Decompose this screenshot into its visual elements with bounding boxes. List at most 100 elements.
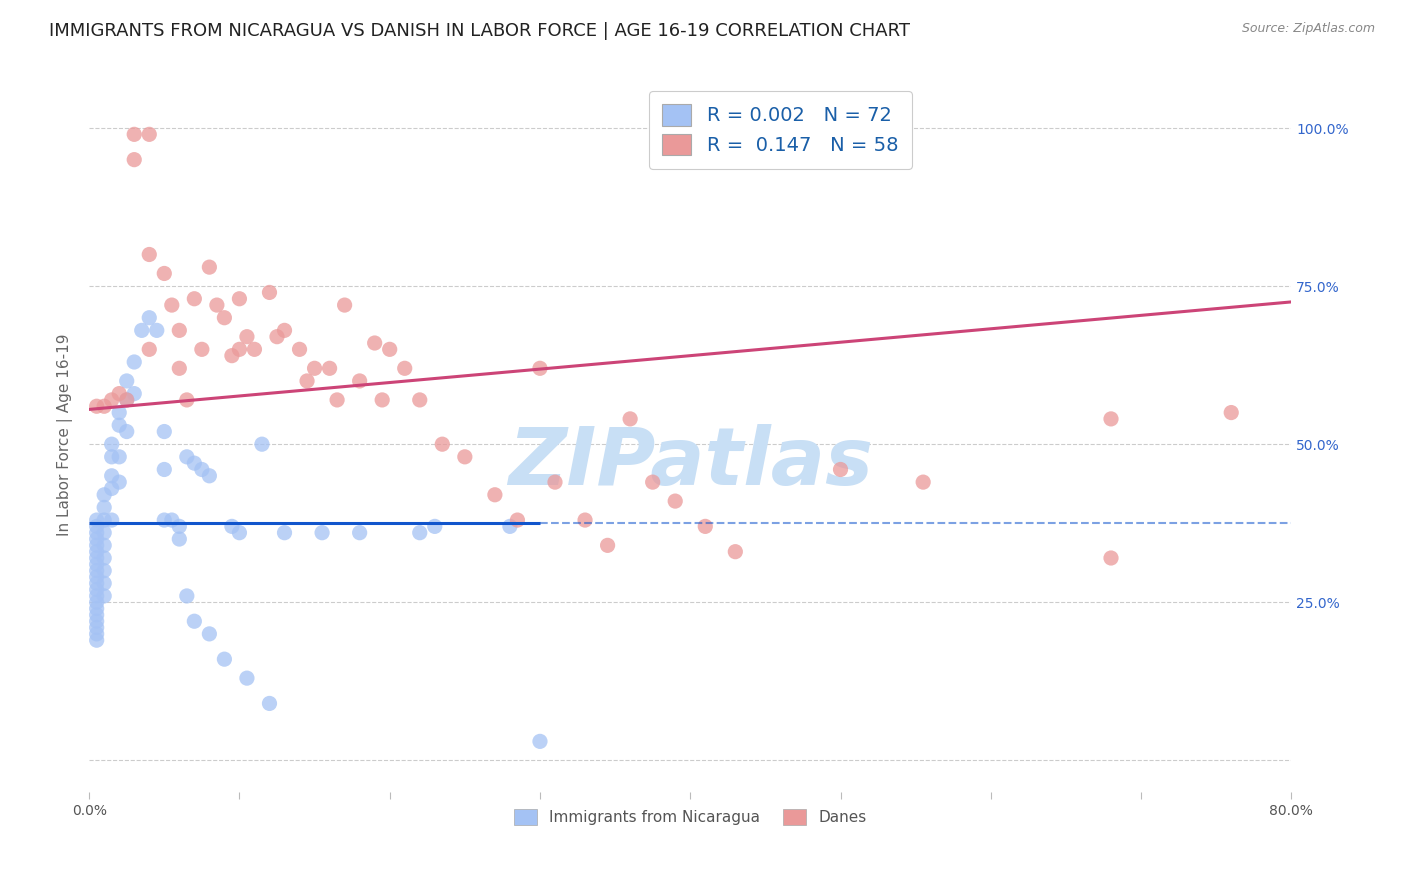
Point [228, 292, 250, 306]
Point [484, 488, 506, 502]
Point [191, 343, 214, 357]
Point [349, 525, 371, 540]
Point [243, 343, 266, 357]
Point [93, 488, 115, 502]
Point [86, 519, 108, 533]
Point [86, 601, 108, 615]
Point [108, 406, 131, 420]
Y-axis label: In Labor Force | Age 16-19: In Labor Force | Age 16-19 [58, 334, 73, 536]
Point [86, 399, 108, 413]
Point [409, 392, 432, 407]
Point [506, 513, 529, 527]
Point [529, 361, 551, 376]
Point [169, 532, 191, 546]
Point [86, 564, 108, 578]
Point [432, 437, 454, 451]
Point [198, 468, 221, 483]
Point [596, 538, 619, 552]
Point [236, 329, 259, 343]
Point [108, 386, 131, 401]
Legend: Immigrants from Nicaragua, Danes: Immigrants from Nicaragua, Danes [505, 799, 876, 834]
Point [221, 349, 243, 363]
Point [295, 374, 318, 388]
Point [93, 538, 115, 552]
Point [86, 582, 108, 597]
Point [86, 558, 108, 572]
Point [641, 475, 664, 489]
Point [1220, 406, 1243, 420]
Point [349, 374, 371, 388]
Point [221, 519, 243, 533]
Point [176, 450, 198, 464]
Point [86, 621, 108, 635]
Point [454, 450, 477, 464]
Point [100, 392, 122, 407]
Point [176, 589, 198, 603]
Point [288, 343, 311, 357]
Point [86, 538, 108, 552]
Point [108, 418, 131, 433]
Point [378, 343, 401, 357]
Point [115, 392, 138, 407]
Point [115, 374, 138, 388]
Point [198, 260, 221, 274]
Point [1099, 551, 1122, 566]
Point [100, 468, 122, 483]
Point [93, 399, 115, 413]
Point [93, 500, 115, 515]
Point [318, 361, 340, 376]
Point [153, 267, 176, 281]
Point [266, 329, 288, 343]
Point [93, 576, 115, 591]
Point [250, 437, 273, 451]
Point [86, 627, 108, 641]
Point [214, 310, 236, 325]
Point [183, 456, 205, 470]
Point [108, 475, 131, 489]
Text: Source: ZipAtlas.com: Source: ZipAtlas.com [1241, 22, 1375, 36]
Point [259, 285, 281, 300]
Point [86, 576, 108, 591]
Point [912, 475, 935, 489]
Point [176, 392, 198, 407]
Point [153, 462, 176, 476]
Point [100, 437, 122, 451]
Point [724, 544, 747, 558]
Point [169, 361, 191, 376]
Text: IMMIGRANTS FROM NICARAGUA VS DANISH IN LABOR FORCE | AGE 16-19 CORRELATION CHART: IMMIGRANTS FROM NICARAGUA VS DANISH IN L… [49, 22, 910, 40]
Point [183, 292, 205, 306]
Point [311, 525, 333, 540]
Point [93, 589, 115, 603]
Point [236, 671, 259, 685]
Point [499, 519, 522, 533]
Point [169, 519, 191, 533]
Point [371, 392, 394, 407]
Point [138, 343, 160, 357]
Point [228, 525, 250, 540]
Point [138, 310, 160, 325]
Point [830, 462, 852, 476]
Point [100, 513, 122, 527]
Point [198, 627, 221, 641]
Point [326, 392, 349, 407]
Point [333, 298, 356, 312]
Point [108, 450, 131, 464]
Point [122, 153, 145, 167]
Point [122, 355, 145, 369]
Point [304, 361, 326, 376]
Point [409, 525, 432, 540]
Point [160, 298, 183, 312]
Point [214, 652, 236, 666]
Point [138, 128, 160, 142]
Text: ZIPatlas: ZIPatlas [508, 425, 873, 502]
Point [93, 525, 115, 540]
Point [122, 128, 145, 142]
Point [93, 564, 115, 578]
Point [259, 697, 281, 711]
Point [153, 513, 176, 527]
Point [619, 412, 641, 426]
Point [115, 392, 138, 407]
Point [138, 247, 160, 261]
Point [86, 614, 108, 628]
Point [423, 519, 446, 533]
